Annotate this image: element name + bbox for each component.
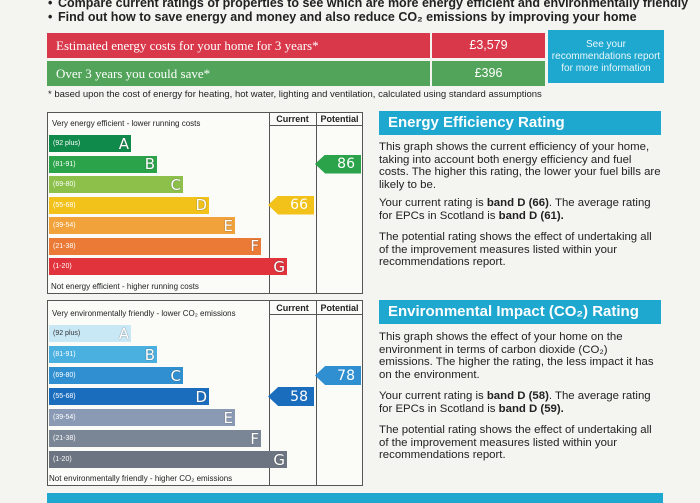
env-band-a: (92 plus) A [49, 324, 131, 343]
env-band-letter: A [118, 324, 129, 343]
energy-band-range: (69-80) [53, 181, 76, 188]
energy-band-letter: A [118, 134, 129, 153]
env-rating-heading: Environmental Impact (CO₂) Rating [379, 300, 661, 324]
energy-para-1: This graph shows the current efficiency … [379, 141, 661, 192]
env-band-range: (81-91) [53, 351, 76, 358]
energy-potential-rating-arrow: 86 [315, 154, 361, 174]
env-para-1: This graph shows the effect of your home… [379, 331, 654, 382]
env-band-e: (39-54) E [49, 408, 235, 427]
energy-band-range: (21-38) [53, 242, 76, 250]
env-band-range: (39-54) [53, 414, 76, 421]
energy-current-rating-arrow: 66 [268, 195, 314, 215]
energy-para-3: The potential rating shows the effect of… [379, 231, 652, 269]
energy-band-range: (1-20) [53, 263, 72, 270]
recommendations-box[interactable]: See your recommendations report for more… [548, 30, 664, 83]
env-band-letter: C [170, 366, 181, 385]
energy-band-letter: G [273, 257, 285, 276]
env-band-letter: G [273, 450, 285, 469]
cost-footnote: * based upon the cost of energy for heat… [48, 89, 542, 100]
energy-band-c: (69-80) C [49, 175, 183, 194]
savings-value: £396 [430, 61, 545, 86]
energy-band-g: (1-20) G [49, 257, 287, 276]
env-potential-header: Potential [320, 303, 359, 313]
env-band-letter: D [195, 387, 207, 406]
energy-band-d: (55-68) D [49, 196, 209, 214]
energy-band-letter: D [195, 196, 207, 214]
env-bottom-label: Not environmentally friendly - higher CO… [49, 474, 233, 483]
bullet-item: • Find out how to save energy and money a… [48, 10, 637, 24]
energy-bottom-label: Not energy efficient - higher running co… [51, 282, 199, 291]
energy-band-f: (21-38) F [49, 237, 261, 255]
env-current-header: Current [276, 303, 309, 313]
estimated-costs-value: £3,579 [430, 33, 545, 58]
energy-band-range: (55-68) [53, 201, 76, 209]
energy-band-letter: B [144, 155, 155, 173]
energy-para-2: Your current rating is band D (66). The … [379, 197, 651, 222]
env-band-g: (1-20) G [49, 450, 287, 469]
energy-band-b: (81-91) B [49, 155, 157, 173]
next-section-header [47, 493, 663, 503]
energy-current-header: Current [276, 114, 309, 124]
energy-band-letter: F [250, 237, 259, 255]
env-top-label: Very environmentally friendly - lower CO… [52, 309, 236, 318]
energy-band-range: (92 plus) [53, 140, 81, 147]
estimated-costs-label: Estimated energy costs for your home for… [47, 33, 430, 58]
intro-bullets: • Compare current ratings of properties t… [48, 0, 688, 24]
energy-band-a: (92 plus) A [49, 134, 131, 153]
env-para-2: Your current rating is band D (58). The … [379, 390, 651, 415]
env-para-3: The potential rating shows the effect of… [379, 424, 652, 462]
bullet-item: • Compare current ratings of properties t… [48, 0, 689, 10]
energy-band-e: (39-54) E [49, 216, 235, 235]
energy-top-label: Very energy efficient - lower running co… [52, 119, 201, 128]
env-band-letter: E [223, 408, 233, 427]
savings-label: Over 3 years you could save* [47, 61, 430, 86]
energy-band-range: (39-54) [53, 222, 76, 229]
env-band-b: (81-91) B [49, 345, 157, 364]
env-current-rating-arrow: 58 [268, 387, 314, 406]
env-band-letter: F [250, 429, 259, 448]
energy-potential-header: Potential [320, 114, 359, 124]
savings-row: Over 3 years you could save* £396 [47, 61, 545, 86]
energy-band-letter: C [170, 175, 181, 194]
env-band-d: (55-68) D [49, 387, 209, 406]
env-band-range: (92 plus) [53, 330, 81, 337]
env-band-c: (69-80) C [49, 366, 183, 385]
env-band-letter: B [144, 345, 155, 364]
env-band-range: (1-20) [53, 456, 72, 463]
env-potential-rating-arrow: 78 [315, 366, 361, 385]
env-band-range: (55-68) [53, 393, 76, 400]
energy-band-range: (81-91) [53, 160, 76, 168]
energy-band-letter: E [223, 216, 233, 235]
env-band-range: (69-80) [53, 372, 76, 379]
env-band-f: (21-38) F [49, 429, 261, 448]
estimated-costs-row: Estimated energy costs for your home for… [47, 33, 545, 58]
env-band-range: (21-38) [53, 435, 76, 442]
energy-rating-heading: Energy Efficiency Rating [379, 111, 661, 135]
